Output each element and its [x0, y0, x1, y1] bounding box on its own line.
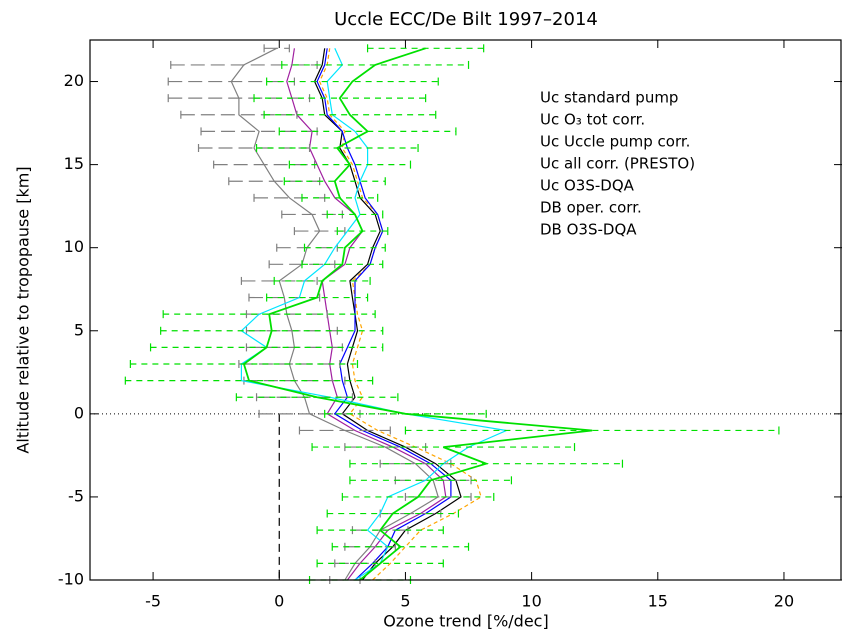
- x-tick-label: 20: [774, 592, 794, 611]
- legend-entry: Uc O3S-DQA: [540, 177, 635, 195]
- y-tick-label: 15: [64, 154, 84, 173]
- legend-entry: Uc Uccle pump corr.: [540, 133, 690, 151]
- y-tick-label: 20: [64, 71, 84, 90]
- x-axis-label: Ozone trend [%/dec]: [383, 612, 548, 631]
- legend-entry: Uc standard pump: [540, 89, 678, 107]
- legend-entry: Uc O₃ tot corr.: [540, 111, 645, 129]
- legend-entry: Uc all corr. (PRESTO): [540, 155, 695, 173]
- x-tick-label: 5: [400, 592, 410, 611]
- y-axis-label: Altitude relative to tropopause [km]: [14, 166, 33, 453]
- plot-frame: [89, 39, 842, 581]
- series-line: [313, 48, 462, 581]
- chart-title: Uccle ECC/De Bilt 1997–2014: [334, 9, 598, 30]
- y-tick-label: -5: [68, 486, 84, 505]
- y-tick-label: -10: [58, 570, 84, 589]
- y-tick-label: 10: [64, 237, 84, 256]
- y-tick-label: 5: [74, 320, 84, 339]
- x-tick-label: 15: [648, 592, 668, 611]
- legend-entry: DB O3S-DQA: [540, 221, 637, 239]
- series-line: [316, 48, 452, 581]
- x-tick-label: 10: [521, 592, 541, 611]
- series-line: [242, 47, 593, 581]
- y-tick-label: 0: [74, 403, 84, 422]
- x-tick-label: 0: [274, 592, 284, 611]
- legend-entry: DB oper. corr.: [540, 199, 642, 217]
- x-tick-label: -5: [145, 592, 161, 611]
